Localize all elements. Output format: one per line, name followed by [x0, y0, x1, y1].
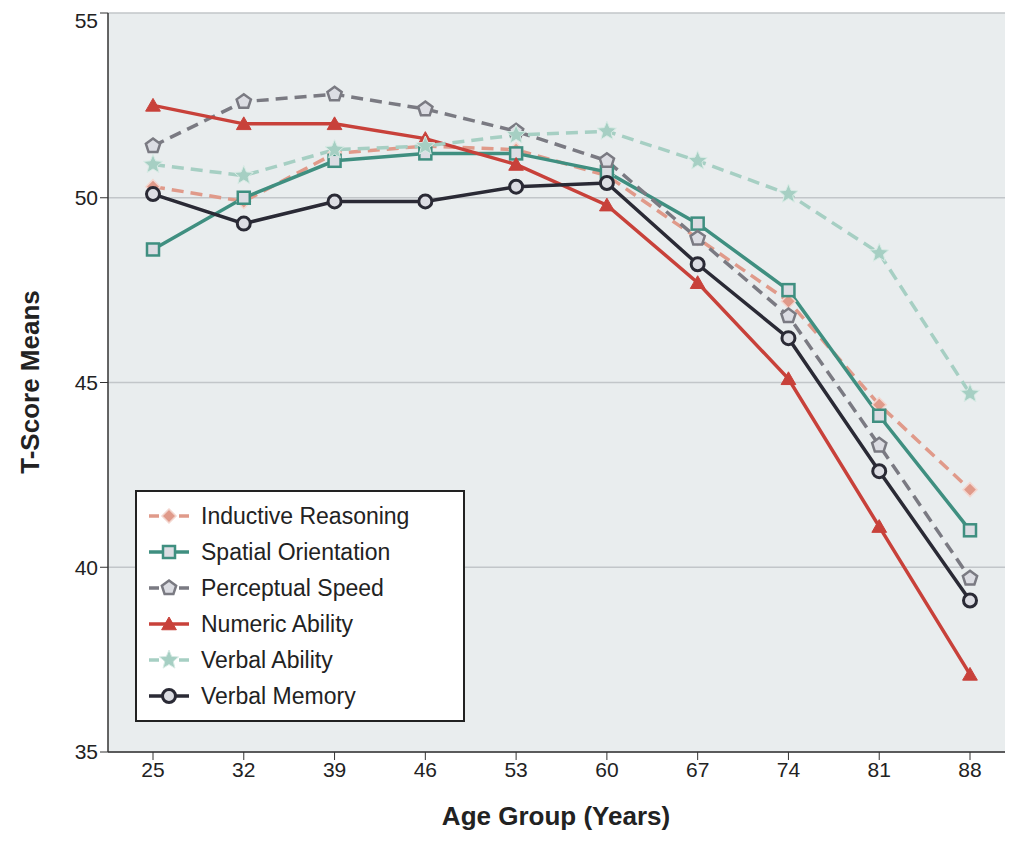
svg-text:50: 50	[75, 186, 98, 209]
svg-text:60: 60	[595, 758, 618, 781]
svg-text:35: 35	[75, 740, 98, 763]
svg-text:67: 67	[686, 758, 709, 781]
html-text:Verbal Ability: Verbal Ability	[201, 646, 333, 673]
svg-text:40: 40	[75, 556, 98, 579]
svg-text:25: 25	[141, 758, 164, 781]
svg-text:39: 39	[323, 758, 346, 781]
svg-text:55: 55	[75, 9, 98, 32]
html-text:Spatial Orientation: Spatial Orientation	[201, 538, 391, 565]
svg-text:32: 32	[232, 758, 255, 781]
html-text:Numeric Ability: Numeric Ability	[201, 610, 354, 637]
html-text:Perceptual Speed: Perceptual Speed	[201, 574, 384, 601]
svg-text:46: 46	[414, 758, 437, 781]
svg-text:88: 88	[958, 758, 981, 781]
svg-text:81: 81	[868, 758, 891, 781]
html-text:Inductive Reasoning: Inductive Reasoning	[201, 502, 410, 529]
html-text:Verbal Memory: Verbal Memory	[201, 682, 356, 709]
html-text:T-Score Means: T-Score Means	[14, 290, 45, 474]
svg-text:45: 45	[75, 371, 98, 394]
html-text:Age Group (Years): Age Group (Years)	[441, 800, 671, 831]
svg-text:53: 53	[504, 758, 527, 781]
svg-text:74: 74	[777, 758, 801, 781]
